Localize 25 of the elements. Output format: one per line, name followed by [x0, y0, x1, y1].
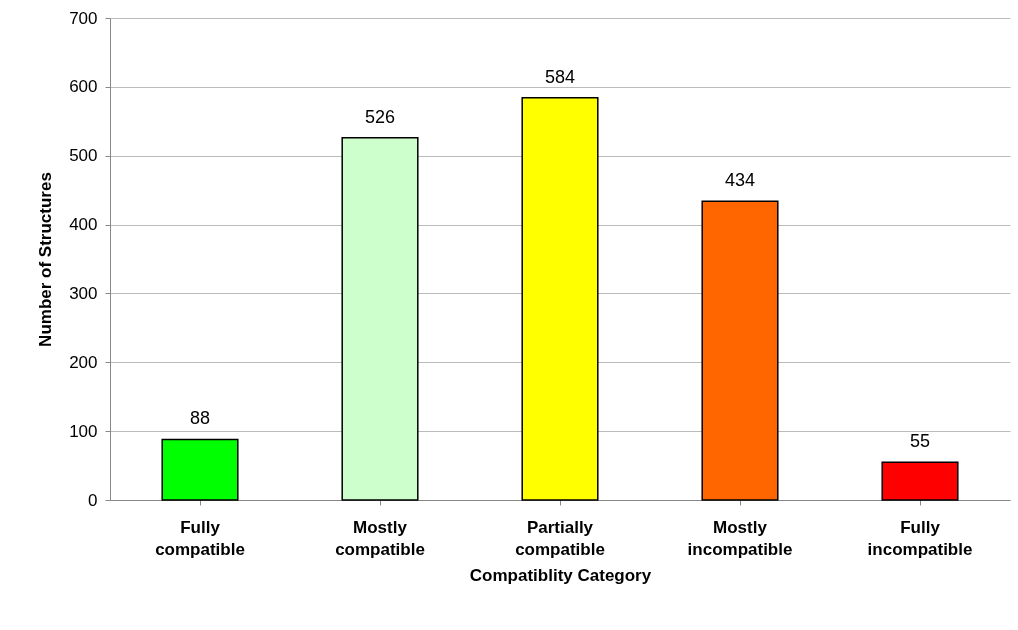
data-label: 88: [189, 408, 211, 429]
bar: [521, 97, 599, 501]
x-axis-title: Compatiblity Category: [469, 565, 652, 585]
data-label: 434: [724, 170, 756, 191]
x-tick-label: Fully incompatible: [867, 517, 973, 559]
data-label: 55: [909, 431, 931, 452]
y-tick-label: 100: [69, 421, 98, 441]
y-tick-label: 600: [69, 77, 98, 97]
bar: [341, 137, 419, 501]
data-label: 584: [544, 66, 576, 87]
y-axis-title: Number of Structures: [36, 172, 56, 347]
x-tick-label: Partially compatible: [515, 517, 605, 559]
y-tick-label: 200: [69, 352, 98, 372]
y-tick-label: 700: [69, 8, 98, 28]
y-tick-label: 400: [69, 215, 98, 235]
y-tick-label: 500: [69, 146, 98, 166]
bar: [881, 461, 959, 501]
y-tick-label: 300: [69, 283, 98, 303]
y-tick-label: 0: [88, 490, 98, 510]
bar: [701, 200, 779, 501]
x-tick-label: Fully compatible: [155, 517, 245, 559]
x-tick-label: Mostly compatible: [335, 517, 425, 559]
x-tick-label: Mostly incompatible: [687, 517, 793, 559]
data-label: 526: [364, 106, 396, 127]
bar: [161, 438, 239, 501]
